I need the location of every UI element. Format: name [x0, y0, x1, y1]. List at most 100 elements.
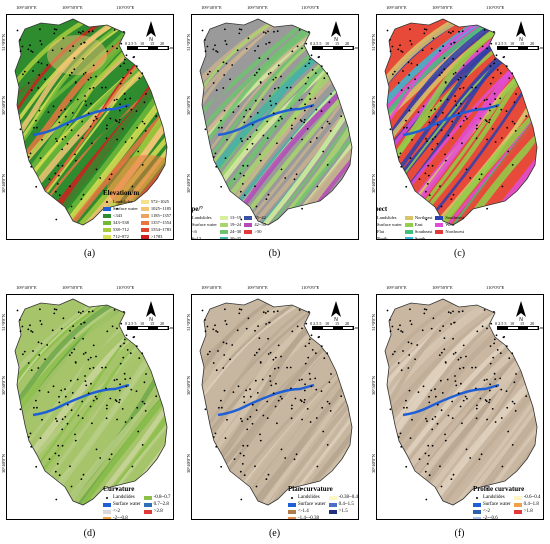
legend-swatch [404, 222, 413, 227]
legend-label: Landslides [192, 215, 212, 220]
longitude-label: 110°0'0"E [301, 285, 320, 290]
legend-item: -1.4~-0.38 [288, 515, 326, 519]
legend-label: 1025~1185 [150, 206, 172, 211]
legend-label: South [414, 236, 426, 240]
surface-water [32, 103, 130, 137]
region-boundary [199, 18, 353, 226]
legend-swatch [140, 227, 149, 232]
legend-swatch [140, 234, 149, 239]
region-boundary [14, 298, 168, 506]
legend-label: >1783 [150, 234, 163, 239]
legend-label: Landslides [483, 495, 505, 500]
scale-tick-label: 20 [160, 321, 165, 326]
legend-label: -0.38~0.4 [338, 495, 358, 500]
longitude-label: 110°0'0"E [486, 5, 505, 10]
legend-swatch [103, 502, 111, 507]
map-legend: Profile curvature Landslides -0.6~0.4 Surfa… [473, 485, 543, 520]
legend-label: <-2 [113, 509, 120, 514]
legend-swatch [143, 509, 152, 514]
svg-text:N: N [149, 37, 153, 41]
legend-label: 24~30 [229, 229, 242, 234]
legend-item: 1357~1554 [140, 219, 173, 226]
scale-bar-graphic [497, 46, 539, 50]
legend-label: >2.8 [153, 509, 163, 514]
legend-label: Surface water [377, 222, 402, 227]
map-panel-c: 109°40'0"E 109°50'0"E 110°0'0"E 31°0'0"N 30°… [371, 4, 547, 264]
surface-water [217, 383, 315, 417]
longitude-label: 109°50'0"E [247, 5, 268, 10]
scale-tick-label: 15 [150, 321, 155, 326]
map-area [14, 18, 168, 226]
longitude-label: 110°0'0"E [116, 5, 135, 10]
legend-swatch [473, 502, 481, 507]
map-legend: Elevation/m Landslides 572~1025 Surface wat… [103, 189, 173, 239]
map-frame: N 0 2.5 5 10 15 20 Km Elevation/m Landslides 572… [6, 14, 174, 240]
legend-title: Aspect [377, 205, 388, 213]
scale-tick-label: 0 2.5 5 [495, 321, 507, 326]
legend-item: Surface water [192, 221, 217, 228]
legend-label: <-1.4 [298, 509, 309, 514]
svg-text:N: N [334, 37, 338, 41]
north-arrow-icon: N [515, 21, 527, 43]
legend-item: <-2 [103, 508, 141, 515]
legend-item: Northeast [404, 214, 432, 221]
legend-item: 1554~1783 [140, 226, 173, 233]
scale-tick-label: 20 [160, 41, 165, 46]
panel-caption: (f) [454, 528, 465, 539]
legend-item: Flat [377, 228, 402, 235]
scale-bar: 0 2.5 5 10 15 20 Km [310, 321, 358, 331]
svg-text:N: N [519, 317, 523, 321]
legend-swatch [219, 215, 228, 220]
legend-label: -2~-0.8 [113, 516, 128, 520]
legend-swatch [288, 509, 296, 514]
scale-unit: Km [167, 45, 173, 50]
scale-tick-label: 20 [345, 321, 350, 326]
map-panel-b: 109°40'0"E 109°50'0"E 110°0'0"E 31°0'0"N 30°… [186, 4, 362, 264]
legend-label: >1.5 [338, 509, 348, 514]
map-area [384, 18, 538, 226]
legend-swatch [244, 229, 253, 234]
landslide-points [201, 28, 343, 221]
legend-swatch [140, 213, 149, 218]
legend-item: 343~538 [103, 219, 138, 226]
legend-label: Southeast [414, 229, 433, 234]
legend-item: -0.6~0.4 [513, 494, 543, 501]
north-arrow-icon: N [145, 301, 157, 323]
map-panel-f: 109°40'0"E 109°50'0"E 110°0'0"E 31°0'0"N 30°… [371, 284, 547, 544]
legend-label: -0.8~0.7 [153, 495, 171, 500]
legend-item: East [404, 221, 433, 228]
legend-label: 572~1025 [150, 199, 170, 204]
legend-label: Southwest [445, 215, 465, 220]
region-boundary [199, 298, 353, 506]
legend-swatch [103, 509, 111, 514]
legend-label: -2~-0.6 [483, 516, 498, 520]
legend-label: Landslides [113, 199, 133, 204]
legend-item: 1185~1357 [140, 212, 173, 219]
legend-item: >50 [244, 228, 266, 235]
scale-unit: Km [537, 325, 543, 330]
legend-item: 0.4~1.8 [513, 501, 543, 508]
legend-swatch [103, 220, 111, 225]
legend-title: Profile curvature [473, 485, 525, 493]
legend-item: 35~42 [244, 214, 266, 221]
legend-item: Landslides [288, 494, 326, 501]
legend-item: <-2 [473, 508, 511, 515]
legend-item: >1.5 [328, 508, 358, 515]
legend-title: Slope/° [191, 205, 204, 213]
longitude-label: 110°0'0"E [486, 285, 505, 290]
legend-swatch [103, 234, 111, 239]
legend-swatch [244, 222, 253, 227]
legend-label: 42~50 [254, 222, 266, 227]
legend-swatch [435, 222, 444, 227]
legend-label: Surface water [192, 222, 217, 227]
scale-unit: Km [167, 325, 173, 330]
legend-label: 13~19 [229, 215, 242, 220]
longitude-label: 109°50'0"E [62, 5, 83, 10]
legend-item: South [404, 235, 433, 240]
legend-label: 0.4~1.5 [338, 502, 354, 507]
surface-water [402, 103, 500, 137]
legend-item: Surface water [103, 205, 138, 212]
legend-item: Surface water [473, 501, 511, 508]
scale-bar-graphic [127, 326, 169, 330]
